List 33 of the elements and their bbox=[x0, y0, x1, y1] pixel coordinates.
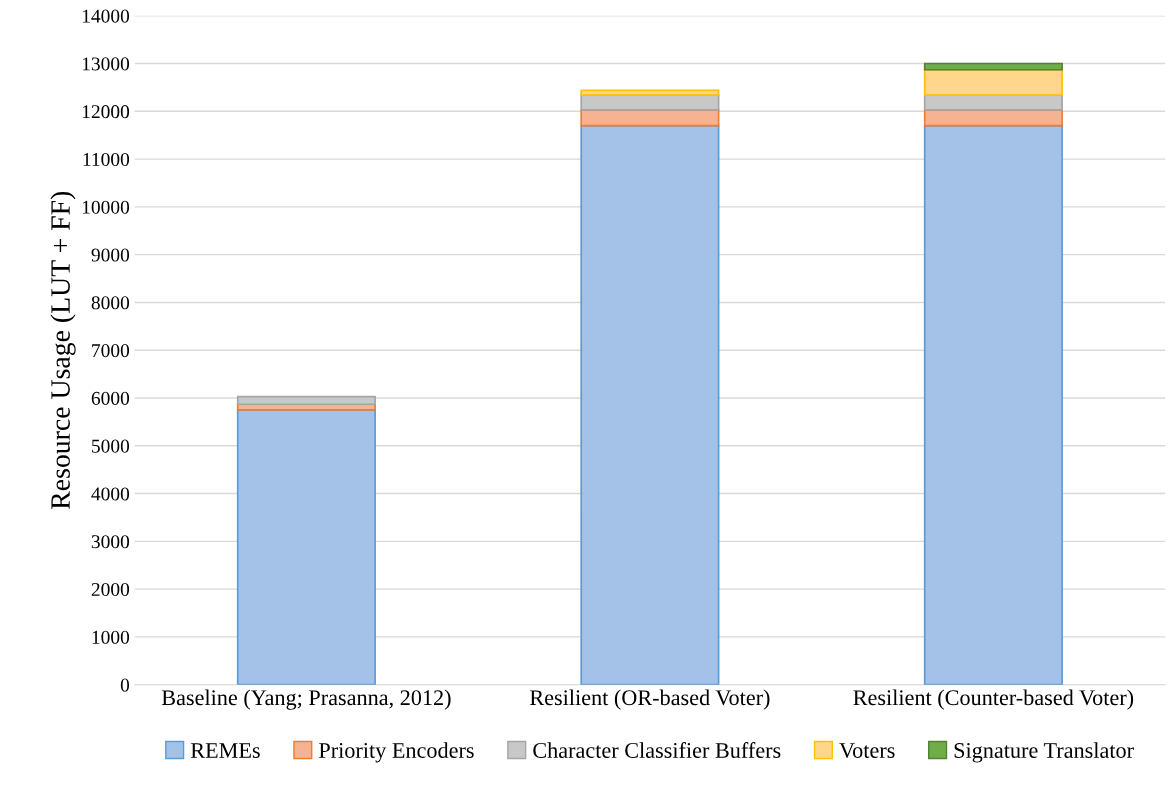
bar bbox=[580, 124, 720, 685]
y-axis-title: Resource Usage (LUT + FF) bbox=[50, 191, 76, 509]
y-tick-label: 14000 bbox=[82, 9, 130, 23]
y-tick-label: 13000 bbox=[82, 57, 130, 71]
x-tick-label: Resilient (OR-based Voter) bbox=[529, 689, 770, 710]
y-tick-label: 2000 bbox=[91, 582, 130, 597]
bar bbox=[580, 89, 720, 96]
y-tick-label: 4000 bbox=[91, 487, 130, 501]
y-tick-label: 6000 bbox=[91, 391, 130, 405]
bar bbox=[923, 62, 1063, 71]
x-tick-label: Resilient (Counter-based Voter) bbox=[853, 689, 1134, 710]
bar bbox=[236, 409, 376, 685]
y-tick-label: 9000 bbox=[91, 248, 130, 262]
y-tick-label: 12000 bbox=[82, 105, 130, 119]
y-tick-label: 1000 bbox=[92, 630, 130, 644]
bar bbox=[923, 68, 1063, 96]
legend-label: Voters bbox=[839, 743, 895, 759]
y-tick-label: 3000 bbox=[91, 535, 130, 549]
y-tick-label: 5000 bbox=[92, 439, 130, 453]
legend-label: Priority Encoders bbox=[319, 742, 474, 763]
y-tick-label: 10000 bbox=[82, 200, 130, 214]
y-tick-label: 11000 bbox=[83, 152, 130, 167]
x-tick-label: Baseline (Yang; Prasanna, 2012) bbox=[161, 689, 451, 710]
y-tick-label: 7000 bbox=[92, 344, 130, 358]
y-tick-label: 0 bbox=[120, 678, 130, 692]
bar bbox=[236, 395, 376, 406]
bar bbox=[923, 94, 1063, 111]
legend-label: Signature Translator bbox=[954, 742, 1134, 763]
legend-label: REMEs bbox=[190, 743, 260, 758]
legend-label: Character Classifier Buffers bbox=[533, 742, 781, 758]
bar bbox=[580, 94, 720, 111]
y-tick-label: 8000 bbox=[91, 296, 130, 310]
bar bbox=[923, 124, 1063, 685]
